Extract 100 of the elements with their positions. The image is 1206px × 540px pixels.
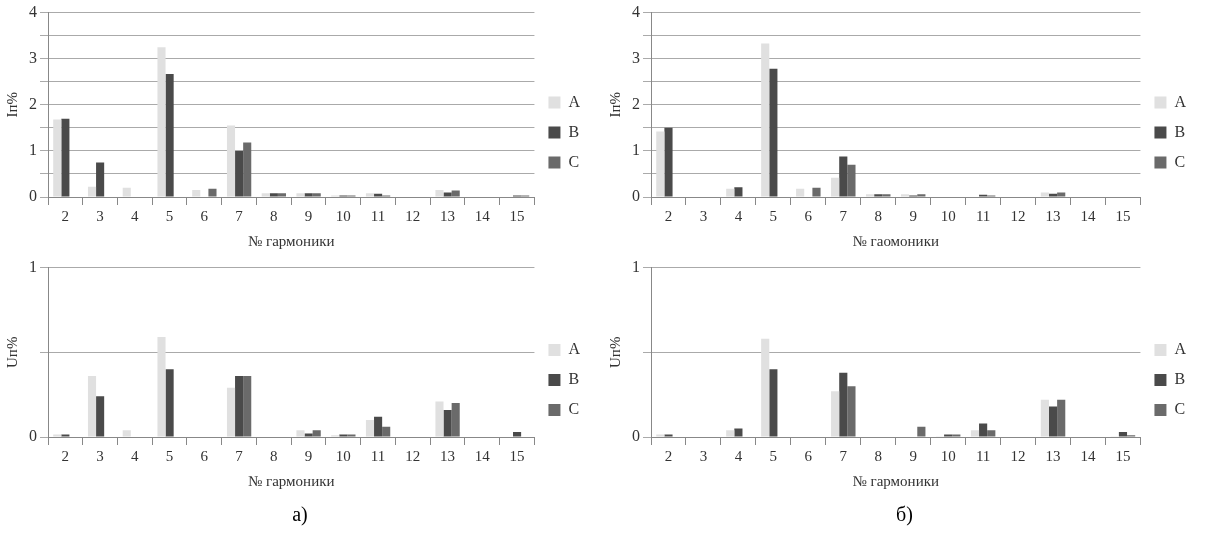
y-axis-title: Uп% [3,336,20,368]
x-tick-label: 12 [1010,207,1026,224]
x-tick-label: 4 [131,207,140,224]
x-tick-label: 6 [804,207,813,224]
y-axis-title: Uп% [606,336,623,368]
x-tick-label: 14 [474,207,491,224]
y-tick-label: 1 [29,141,37,159]
bar [970,430,980,437]
y-tick-label: 2 [632,95,640,112]
x-tick-label: 3 [699,207,708,224]
x-axis-title: № гармоники [247,472,335,489]
x-tick-label: 13 [1045,447,1061,464]
bar [347,434,356,437]
bar [952,434,961,437]
bar [664,127,673,197]
x-tick-label: 2 [61,447,70,464]
x-tick-label: 4 [734,447,743,464]
x-tick-label: 8 [270,207,278,224]
bar [61,434,70,437]
bar [277,193,287,197]
legend-label: B [1174,122,1186,140]
bar [917,194,926,197]
bar [374,193,383,197]
x-tick-label: 6 [200,447,209,464]
bar [53,434,62,437]
bar [165,369,174,437]
bar [1048,193,1058,197]
y-tick-label: 0 [29,187,37,205]
x-tick-label: 12 [405,447,421,464]
x-tick-label: 10 [335,447,351,464]
bar [312,430,321,437]
bar [1057,192,1066,197]
bar [664,434,673,437]
y-tick-label: 2 [29,95,37,112]
bar [761,338,770,437]
x-tick-label: 13 [440,447,456,464]
bar [761,43,770,197]
x-tick-label: 2 [61,207,70,224]
bar [382,426,391,437]
y-tick-label: 4 [29,2,37,20]
x-tick-label: 4 [131,447,140,464]
x-tick-label: 5 [769,207,778,224]
x-tick-label: 12 [405,207,421,224]
bar [304,193,313,197]
bar [226,125,236,197]
bar [979,423,988,437]
bar [769,369,778,437]
x-tick-label: 6 [804,447,813,464]
bar [96,396,105,437]
legend-label: A [1174,340,1187,358]
bar [726,430,735,437]
bar [451,190,460,197]
y-axis-title: Iп% [3,92,20,118]
bar [243,376,252,437]
legend-label: C [568,152,580,170]
x-tick-label: 10 [940,207,956,224]
legend-label: B [568,370,580,388]
legend-label: C [568,400,580,418]
bar [796,188,805,197]
bar [866,194,875,197]
bar [243,142,252,197]
bar [987,430,996,437]
bar [900,194,910,197]
bar [1118,431,1128,437]
bar [208,188,217,197]
legend-label: A [568,92,581,110]
x-tick-label: 15 [509,207,525,224]
x-tick-label: 5 [165,207,174,224]
x-tick-label: 11 [370,207,386,224]
y-tick-label: 1 [29,257,37,275]
bar [1040,399,1049,437]
x-tick-label: 2 [664,447,673,464]
bar [917,426,926,437]
bar [157,47,166,197]
bar [312,193,321,197]
x-tick-label: 5 [769,447,778,464]
x-tick-label: 9 [909,447,917,464]
x-tick-label: 11 [975,207,991,224]
bar [513,431,522,437]
x-tick-label: 3 [96,207,104,224]
legend-label: A [568,340,581,358]
bar [87,376,97,437]
x-tick-label: 7 [235,447,244,464]
x-axis-title: № гаомоники [852,232,939,249]
x-tick-label: 11 [370,447,386,464]
x-tick-label: 9 [304,207,313,224]
bar [157,337,166,437]
bar [944,434,953,437]
y-axis-title: Iп% [606,92,623,118]
y-tick-label: 0 [632,427,640,445]
legend-label: B [1174,370,1186,388]
bar [451,403,460,437]
x-tick-label: 4 [734,207,743,224]
bar [53,119,62,197]
bar [365,420,375,437]
bar [443,409,452,437]
bar [226,387,236,437]
x-tick-label: 10 [335,207,351,224]
bar [304,433,313,437]
bar [882,194,891,197]
